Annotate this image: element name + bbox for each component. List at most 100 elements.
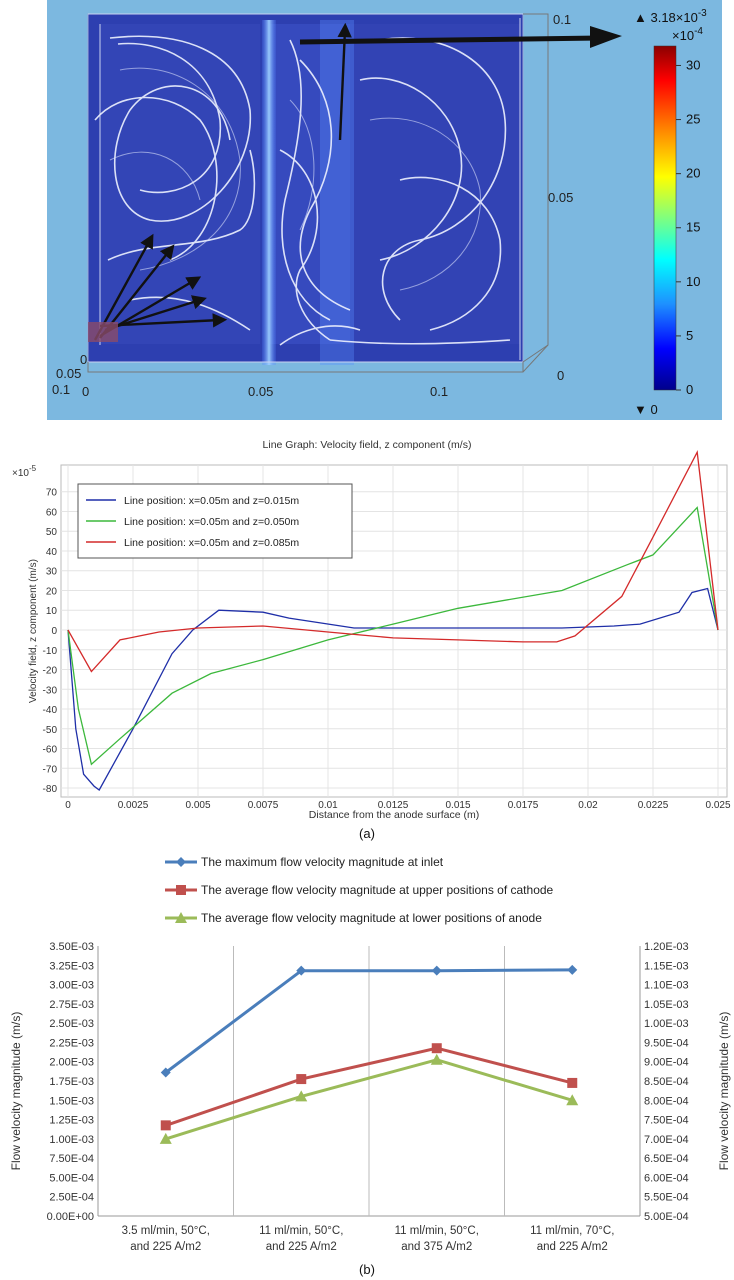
legend-label: The average flow velocity magnitude at u…	[201, 883, 554, 897]
colorbar-max-label: ▲ 3.18×10-3	[634, 8, 707, 25]
legend-label: The maximum flow velocity magnitude at i…	[201, 855, 444, 869]
left-y-tick-label: 2.50E-04	[49, 1192, 94, 1204]
y-tick-0: 0	[80, 352, 87, 367]
y-tick-label: -70	[43, 764, 58, 775]
y-tick-label: 30	[46, 567, 58, 578]
colorbar-tick-label: 10	[686, 274, 700, 289]
left-y-tick-label: 2.25E-03	[49, 1037, 94, 1049]
right-y-tick-label: 1.10E-03	[644, 980, 689, 992]
right-y-tick-label: 7.00E-04	[644, 1134, 689, 1146]
colorbar-tick-label: 30	[686, 57, 700, 72]
legend-label: Line position: x=0.05m and z=0.015m	[124, 495, 299, 507]
y-tick-label: 70	[46, 488, 58, 499]
x-tick-label: 0.015	[445, 800, 470, 811]
y-tick-label: -80	[43, 784, 58, 795]
flow-series-line-1	[164, 968, 573, 1074]
flow-chart-right-y-axis-label: Flow velocity magnitude (m/s)	[717, 1012, 731, 1171]
left-y-tick-label: 3.50E-03	[49, 941, 94, 953]
y-tick-label: -10	[43, 646, 58, 657]
right-y-tick-label: 8.00E-04	[644, 1095, 689, 1107]
data-point-marker	[567, 964, 578, 975]
line-graph-panel: Line Graph: Velocity field, z component …	[12, 439, 731, 841]
x-tick-label: 0.005	[185, 800, 210, 811]
x-tick-005: 0.05	[248, 384, 273, 399]
left-y-tick-label: 2.50E-03	[49, 1018, 94, 1030]
colorbar: ▲ 3.18×10-3 ×10-4 30 25 20 15 10 5 0 ▼ 0	[634, 8, 707, 417]
line-graph-y-axis-label: Velocity field, z component (m/s)	[28, 559, 39, 703]
data-point-marker	[431, 1043, 442, 1054]
right-y-tick-label: 1.15E-03	[644, 960, 689, 972]
category-label: and 225 A/m2	[130, 1241, 201, 1253]
membrane-region	[262, 20, 276, 365]
z-tick-mid: 0.05	[548, 190, 573, 205]
y-tick-label: -60	[43, 745, 58, 756]
colorbar-gradient	[653, 45, 677, 391]
category-label: 3.5 ml/min, 50°C,	[122, 1225, 210, 1237]
colorbar-tick-label: 15	[686, 220, 700, 235]
y-tick-label: 10	[46, 606, 58, 617]
colorbar-min-label: ▼ 0	[634, 402, 658, 417]
left-y-tick-label: 7.50E-04	[49, 1153, 94, 1165]
right-y-tick-label: 1.00E-03	[644, 1018, 689, 1030]
right-y-tick-label: 9.00E-04	[644, 1057, 689, 1069]
z-tick-top: 0.1	[553, 12, 571, 27]
velocity-field-3d-panel: 0.1 0.05 0 0 0.05 0.1 0 0.05 0.1 ▲ 3.18×…	[47, 0, 722, 420]
data-point-marker	[430, 1053, 443, 1065]
x-tick-label: 0.0025	[118, 800, 149, 811]
category-label: 11 ml/min, 70°C,	[530, 1225, 614, 1237]
inlet-region	[88, 322, 118, 342]
left-y-tick-label: 2.75E-03	[49, 999, 94, 1011]
legend-marker	[175, 912, 187, 923]
legend-label: Line position: x=0.05m and z=0.050m	[124, 516, 299, 528]
right-y-tick-label: 1.05E-03	[644, 999, 689, 1011]
y-tick-label: 60	[46, 507, 58, 518]
series-line-3	[67, 450, 719, 673]
y-multiplier-label: ×10-5	[12, 464, 37, 479]
category-label: 11 ml/min, 50°C,	[395, 1225, 479, 1237]
right-y-tick-label: 9.50E-04	[644, 1037, 689, 1049]
line-graph-x-axis-label: Distance from the anode surface (m)	[309, 809, 479, 821]
x-tick-01: 0.1	[430, 384, 448, 399]
left-y-tick-label: 3.25E-03	[49, 960, 94, 972]
colorbar-scale-label: ×10-4	[672, 26, 703, 43]
y-tick-label: 20	[46, 586, 58, 597]
x-tick-label: 0.0225	[638, 800, 669, 811]
left-y-tick-label: 3.00E-03	[49, 980, 94, 992]
colorbar-tick-label: 0	[686, 382, 693, 397]
y-tick-label: -50	[43, 725, 58, 736]
left-y-tick-label: 1.75E-03	[49, 1076, 94, 1088]
axis-tick-labels: 0.1 0.05 0 0 0.05 0.1 0 0.05 0.1	[52, 12, 573, 399]
data-point-marker	[296, 965, 307, 976]
category-label: and 225 A/m2	[537, 1241, 608, 1253]
legend-marker	[176, 885, 186, 895]
colorbar-tick-label: 5	[686, 328, 693, 343]
data-point-marker	[295, 1090, 308, 1102]
data-point-marker	[159, 1132, 172, 1144]
flow-series-line-2	[165, 1046, 573, 1127]
right-y-tick-label: 5.00E-04	[644, 1211, 689, 1223]
y-tick-label: -30	[43, 685, 58, 696]
x-tick-label: 0.0125	[378, 800, 409, 811]
left-y-tick-label: 1.00E-03	[49, 1134, 94, 1146]
category-label: and 225 A/m2	[266, 1241, 337, 1253]
right-y-tick-label: 6.50E-04	[644, 1153, 689, 1165]
left-y-tick-label: 1.50E-03	[49, 1095, 94, 1107]
category-label: 11 ml/min, 50°C,	[259, 1225, 343, 1237]
right-y-tick-label: 7.50E-04	[644, 1115, 689, 1127]
left-y-tick-label: 5.00E-04	[49, 1172, 94, 1184]
data-point-marker	[296, 1074, 307, 1085]
left-y-tick-label: 0.00E+00	[47, 1211, 94, 1223]
y-tick-label: 40	[46, 547, 58, 558]
y-tick-label: 0	[51, 626, 57, 637]
left-y-tick-label: 1.25E-03	[49, 1115, 94, 1127]
y-tick-label: -40	[43, 705, 58, 716]
series-line-1	[67, 587, 719, 791]
right-y-tick-label: 8.50E-04	[644, 1076, 689, 1088]
colorbar-tick-label: 25	[686, 112, 700, 127]
x-tick-label: 0.025	[705, 800, 730, 811]
legend-label: Line position: x=0.05m and z=0.085m	[124, 537, 299, 549]
right-y-tick-label: 6.00E-04	[644, 1172, 689, 1184]
data-point-marker	[567, 1077, 578, 1088]
flow-velocity-panel: The maximum flow velocity magnitude at i…	[9, 855, 731, 1277]
